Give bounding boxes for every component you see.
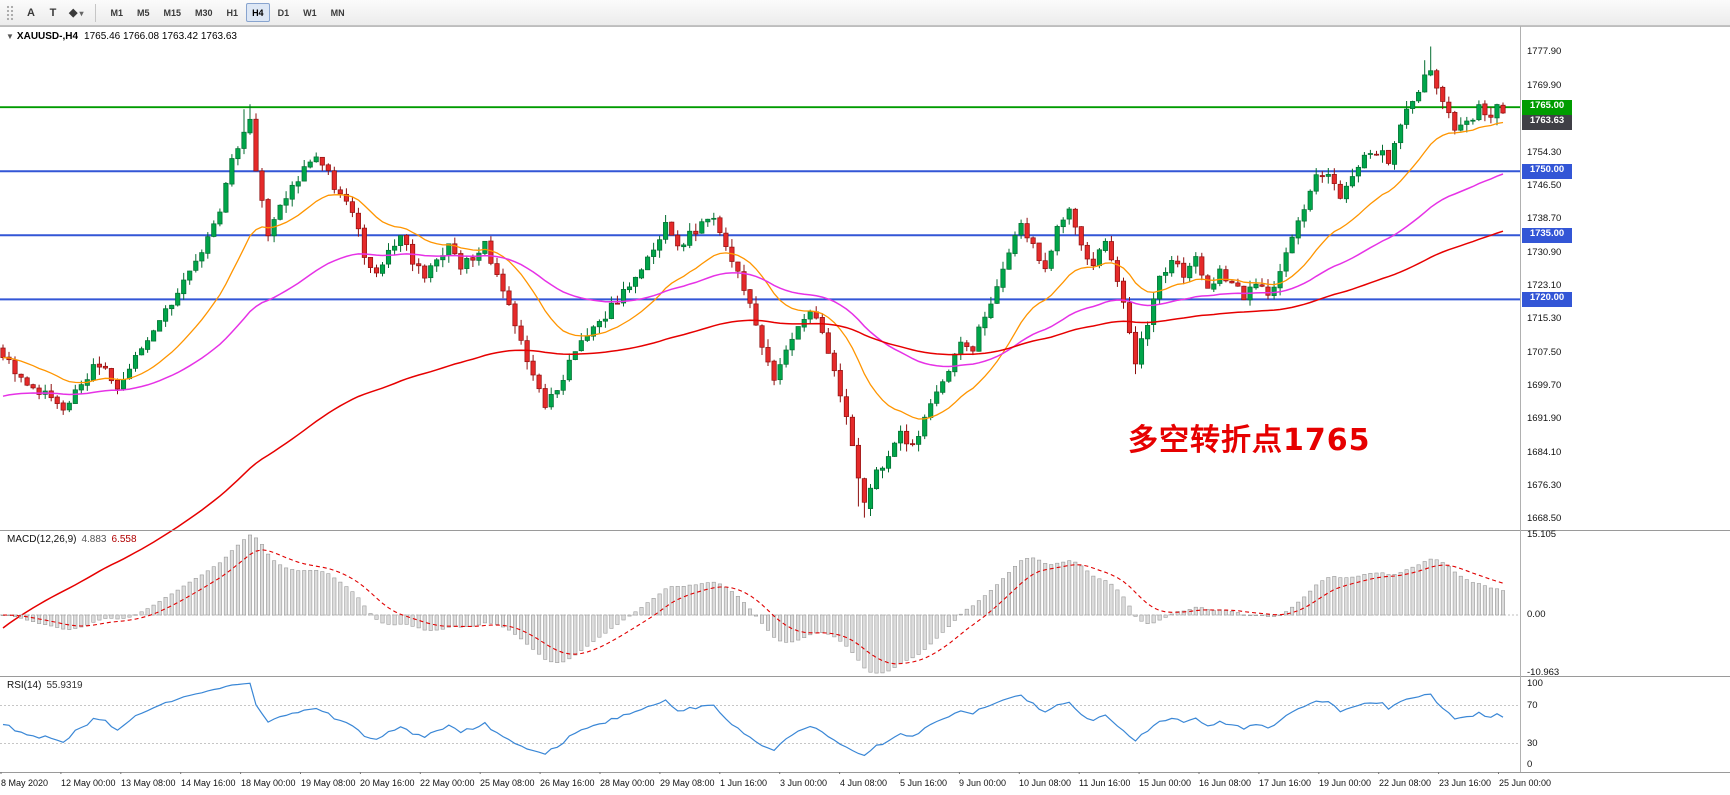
time-axis-label: 19 May 08:00 bbox=[301, 778, 356, 788]
time-axis[interactable]: 8 May 2020 12 May 00:00 13 May 08:00 14 May… bbox=[0, 774, 1730, 795]
price-axis-label: 1746.50 bbox=[1527, 180, 1562, 191]
time-axis-label: 25 Jun 00:00 bbox=[1499, 778, 1552, 788]
time-axis-label: 4 Jun 08:00 bbox=[840, 778, 888, 788]
time-axis-label: 20 May 16:00 bbox=[360, 778, 415, 788]
rsi-indicator-label: RSI(14) 55.9319 bbox=[7, 680, 83, 691]
time-axis-label: 3 Jun 00:00 bbox=[780, 778, 828, 788]
shapes-icon: ◆ bbox=[69, 7, 78, 19]
rsi-axis-label: 30 bbox=[1527, 738, 1538, 749]
price-axis-label: 1730.90 bbox=[1527, 247, 1562, 258]
rsi-line bbox=[2, 682, 1504, 757]
price-axis-label: 1738.70 bbox=[1527, 213, 1562, 224]
time-axis-label: 13 May 08:00 bbox=[121, 778, 176, 788]
time-axis-label: 18 May 00:00 bbox=[241, 778, 296, 788]
toolbar-drag-handle-icon[interactable] bbox=[6, 4, 14, 21]
price-axis-label: 1777.90 bbox=[1527, 46, 1562, 57]
macd-indicator-label: MACD(12,26,9) 4.883 6.558 bbox=[7, 534, 137, 545]
timeframe-button-h4[interactable]: H4 bbox=[246, 3, 270, 22]
candles-layer bbox=[0, 46, 1506, 518]
time-axis-label: 19 Jun 00:00 bbox=[1319, 778, 1372, 788]
timeframe-button-m15[interactable]: M15 bbox=[158, 3, 188, 22]
time-axis-label: 5 Jun 16:00 bbox=[900, 778, 948, 788]
time-axis-label: 15 Jun 00:00 bbox=[1139, 778, 1192, 788]
chart-title: ▼ XAUUSD-,H4 1765.46 1766.08 1763.42 1763.… bbox=[6, 31, 237, 42]
price-axis-label: 1769.90 bbox=[1527, 80, 1562, 91]
time-axis-label: 16 Jun 08:00 bbox=[1199, 778, 1252, 788]
timeframe-button-m1[interactable]: M1 bbox=[104, 3, 129, 22]
time-axis-label: 12 May 00:00 bbox=[61, 778, 116, 788]
symbol-dropdown-icon[interactable]: ▼ bbox=[6, 32, 14, 41]
macd-histogram bbox=[0, 534, 1506, 674]
time-axis-label: 10 Jun 08:00 bbox=[1019, 778, 1072, 788]
shapes-tool-button[interactable]: ◆ ▾ bbox=[64, 3, 88, 23]
price-axis-label: 1676.30 bbox=[1527, 480, 1562, 491]
toolbar: A T ◆ ▾ M1 M5 M15 M30 H1 H4 D1 W1 MN bbox=[0, 0, 1730, 26]
macd-value-main: 4.883 bbox=[81, 534, 107, 545]
time-axis-label: 17 Jun 16:00 bbox=[1259, 778, 1312, 788]
price-axis-label: 1691.90 bbox=[1527, 413, 1562, 424]
price-axis-label: 1684.10 bbox=[1527, 447, 1562, 458]
timeframe-button-group: M1 M5 M15 M30 H1 H4 D1 W1 MN bbox=[103, 3, 351, 22]
price-axis-label: 1699.70 bbox=[1527, 380, 1562, 391]
timeframe-button-m30[interactable]: M30 bbox=[189, 3, 219, 22]
macd-axis-label: -10.963 bbox=[1527, 667, 1560, 678]
rsi-axis-label: 0 bbox=[1527, 759, 1533, 770]
time-axis-label: 26 May 16:00 bbox=[540, 778, 595, 788]
price-axis[interactable]: 1777.90 1769.90 1754.30 1746.50 1738.70 1730.… bbox=[1521, 0, 1730, 795]
price-axis-label: 1754.30 bbox=[1527, 147, 1562, 158]
timeframe-button-w1[interactable]: W1 bbox=[297, 3, 323, 22]
level-price-tag-1735.00[interactable]: 1735.00 bbox=[1522, 228, 1572, 243]
time-axis-label: 11 Jun 16:00 bbox=[1079, 778, 1131, 788]
ma-line-55[interactable] bbox=[2, 173, 1504, 397]
time-axis-label: 8 May 2020 bbox=[1, 778, 49, 788]
timeframe-button-m5[interactable]: M5 bbox=[131, 3, 156, 22]
price-axis-label: 1723.10 bbox=[1527, 280, 1562, 291]
text-tool-button[interactable]: T bbox=[42, 3, 64, 23]
level-price-tag-1720.00[interactable]: 1720.00 bbox=[1522, 292, 1572, 307]
price-axis-label: 1668.50 bbox=[1527, 513, 1562, 524]
toolbar-separator bbox=[95, 3, 97, 22]
caret-down-icon: ▾ bbox=[79, 9, 84, 18]
time-axis-label: 23 Jun 16:00 bbox=[1439, 778, 1492, 788]
rsi-name: RSI(14) bbox=[7, 680, 42, 691]
ma-line-20[interactable] bbox=[2, 121, 1504, 420]
macd-signal-line bbox=[2, 549, 1504, 665]
time-axis-label: 28 May 00:00 bbox=[600, 778, 655, 788]
macd-axis-label: 15.105 bbox=[1527, 529, 1557, 540]
price-axis-label: 1707.50 bbox=[1527, 347, 1562, 358]
time-axis-label: 14 May 16:00 bbox=[181, 778, 236, 788]
macd-axis-label: 0.00 bbox=[1527, 609, 1546, 620]
time-axis-label: 22 Jun 08:00 bbox=[1379, 778, 1432, 788]
timeframe-button-h1[interactable]: H1 bbox=[221, 3, 245, 22]
macd-value-signal: 6.558 bbox=[111, 534, 137, 545]
chart-symbol-period: XAUUSD-,H4 bbox=[16, 31, 79, 42]
time-axis-label: 9 Jun 00:00 bbox=[959, 778, 1007, 788]
chart-ohlc-values: 1765.46 1766.08 1763.42 1763.63 bbox=[84, 31, 237, 42]
level-lines bbox=[0, 106, 1520, 301]
rsi-value: 55.9319 bbox=[46, 680, 83, 691]
timeframe-button-d1[interactable]: D1 bbox=[272, 3, 296, 22]
time-axis-label: 29 May 08:00 bbox=[660, 778, 715, 788]
time-axis-label: 25 May 08:00 bbox=[480, 778, 535, 788]
current-price-tag: 1763.63 bbox=[1522, 115, 1572, 130]
price-axis-label: 1715.30 bbox=[1527, 313, 1562, 324]
level-price-tag-1750.00[interactable]: 1750.00 bbox=[1522, 164, 1572, 179]
timeframe-button-mn[interactable]: MN bbox=[325, 3, 351, 22]
time-axis-label: 1 Jun 16:00 bbox=[720, 778, 768, 788]
level-price-tag-1765.00[interactable]: 1765.00 bbox=[1522, 100, 1572, 115]
rsi-axis-label: 100 bbox=[1527, 678, 1543, 689]
rsi-axis-label: 70 bbox=[1527, 700, 1538, 711]
ma-line-120[interactable] bbox=[2, 230, 1504, 629]
macd-name: MACD(12,26,9) bbox=[7, 534, 77, 545]
time-axis-label: 22 May 00:00 bbox=[420, 778, 475, 788]
chart-annotation-text[interactable]: 多空转折点1765 bbox=[1128, 423, 1371, 458]
arrow-tool-button[interactable]: A bbox=[20, 3, 42, 23]
